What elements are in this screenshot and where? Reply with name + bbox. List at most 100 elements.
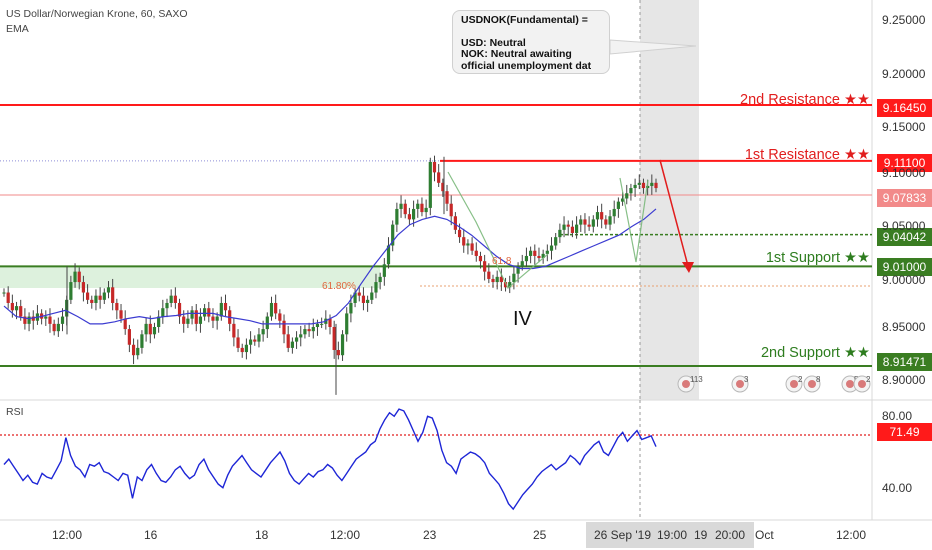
candle-body bbox=[257, 334, 261, 342]
time-tick: 23 bbox=[423, 528, 437, 542]
candle-body bbox=[583, 219, 587, 225]
candle-body bbox=[516, 266, 520, 274]
support2-price-tag: 8.91471 bbox=[877, 353, 932, 371]
callout-title: USDNOK(Fundamental) = bbox=[461, 14, 588, 26]
candle-body bbox=[466, 243, 470, 246]
candle-body bbox=[637, 182, 641, 185]
candle-body bbox=[574, 224, 579, 233]
candle-body bbox=[411, 208, 416, 220]
event-flag-icon-dot bbox=[790, 380, 798, 388]
candle-body bbox=[194, 310, 198, 324]
candle-body bbox=[278, 313, 282, 321]
cursor-date-label: 26 Sep '19 bbox=[594, 528, 652, 542]
candle-body bbox=[81, 282, 86, 293]
resistance2-price-tag: 9.16450 bbox=[877, 99, 932, 117]
candle-body bbox=[211, 316, 215, 321]
rsi-tick: 40.00 bbox=[882, 481, 913, 495]
candle-body bbox=[165, 302, 169, 309]
candle-body bbox=[361, 295, 366, 303]
candle-body bbox=[470, 243, 474, 251]
support-zone bbox=[0, 266, 380, 288]
candle-body bbox=[157, 316, 161, 328]
candle-body bbox=[533, 250, 537, 256]
symbol-title: US Dollar/Norwegian Krone, 60, SAXO bbox=[6, 8, 188, 20]
candle-body bbox=[127, 329, 131, 345]
candle-body bbox=[549, 245, 554, 251]
candle-body bbox=[274, 302, 278, 314]
candle-body bbox=[386, 245, 391, 265]
candle-body bbox=[503, 282, 508, 288]
candle-body bbox=[495, 276, 499, 283]
candle-body bbox=[641, 182, 646, 189]
candle-body bbox=[307, 329, 311, 332]
fib-label-2: 61.8 bbox=[492, 256, 512, 267]
candle-body bbox=[478, 255, 483, 262]
support1-label: 1st Support ★★ bbox=[765, 250, 870, 266]
candle-body bbox=[441, 182, 445, 192]
candle-body bbox=[140, 334, 144, 348]
candle-body bbox=[290, 341, 294, 348]
event-flag-icon-dot bbox=[808, 380, 816, 388]
event-count-label: 3 bbox=[744, 375, 749, 384]
candle-body bbox=[474, 250, 478, 256]
candle-body bbox=[85, 292, 90, 300]
candle-body bbox=[186, 318, 190, 324]
candle-body bbox=[106, 287, 111, 293]
candle-body bbox=[177, 302, 182, 317]
candle-body bbox=[499, 276, 503, 283]
time-tick: 12:00 bbox=[52, 528, 83, 542]
cursor-day-label: 19 bbox=[694, 528, 708, 542]
future-zone bbox=[640, 0, 699, 400]
candle-body bbox=[407, 214, 412, 220]
callout-usd: USD: Neutral bbox=[461, 36, 526, 49]
price-tick: 9.05000 bbox=[882, 219, 926, 233]
ema-indicator-label: EMA bbox=[6, 23, 29, 35]
candle-body bbox=[612, 208, 616, 217]
callout-pointer bbox=[609, 39, 697, 55]
support-mid-price-tag: 9.04042 bbox=[877, 228, 932, 246]
support1-price-tag: 9.01000 bbox=[877, 258, 932, 276]
candle-body bbox=[265, 316, 269, 330]
callout-nok: NOK: Neutral awaiting bbox=[461, 48, 572, 60]
event-flag-icon-dot bbox=[736, 380, 744, 388]
candle-body bbox=[131, 344, 136, 356]
candle-body bbox=[315, 323, 320, 328]
price-tick: 9.25000 bbox=[882, 13, 926, 27]
cursor-time-box bbox=[586, 522, 754, 548]
candle-body bbox=[269, 302, 274, 317]
candle-body bbox=[378, 276, 382, 283]
candle-body bbox=[102, 292, 106, 300]
candle-body bbox=[554, 237, 558, 246]
candle-body bbox=[629, 188, 633, 194]
callout-note: official unemployment dat bbox=[461, 59, 592, 72]
rsi-value-tag: 71.49 bbox=[877, 423, 932, 441]
candle-body bbox=[449, 203, 453, 217]
candle-body bbox=[311, 327, 315, 332]
projection-arrow bbox=[659, 159, 689, 267]
candle-body bbox=[570, 226, 575, 233]
resistance1-price-tag: 9.11100 bbox=[877, 154, 932, 172]
price-tick: 9.00000 bbox=[882, 273, 926, 287]
candle-body bbox=[633, 184, 637, 189]
event-count-label: 2 bbox=[866, 375, 871, 384]
candle-body bbox=[136, 347, 140, 356]
price-tick: 9.15000 bbox=[882, 120, 926, 134]
candle-body bbox=[19, 306, 23, 317]
candle-body bbox=[244, 344, 249, 353]
candle-body bbox=[487, 271, 491, 279]
candle-body bbox=[115, 302, 119, 311]
candle-body bbox=[169, 295, 173, 303]
cursor-time-label: 19:00 bbox=[657, 528, 688, 542]
wave-path bbox=[447, 171, 549, 289]
candle-body bbox=[366, 299, 370, 303]
resistance2-label: 2nd Resistance ★★ bbox=[740, 92, 870, 108]
candle-body bbox=[620, 198, 625, 202]
candle-body bbox=[625, 193, 629, 199]
candle-body bbox=[328, 318, 332, 328]
candle-body bbox=[595, 212, 600, 220]
candle-body bbox=[190, 310, 194, 319]
candle-body bbox=[508, 282, 512, 288]
candle-body bbox=[424, 207, 428, 213]
